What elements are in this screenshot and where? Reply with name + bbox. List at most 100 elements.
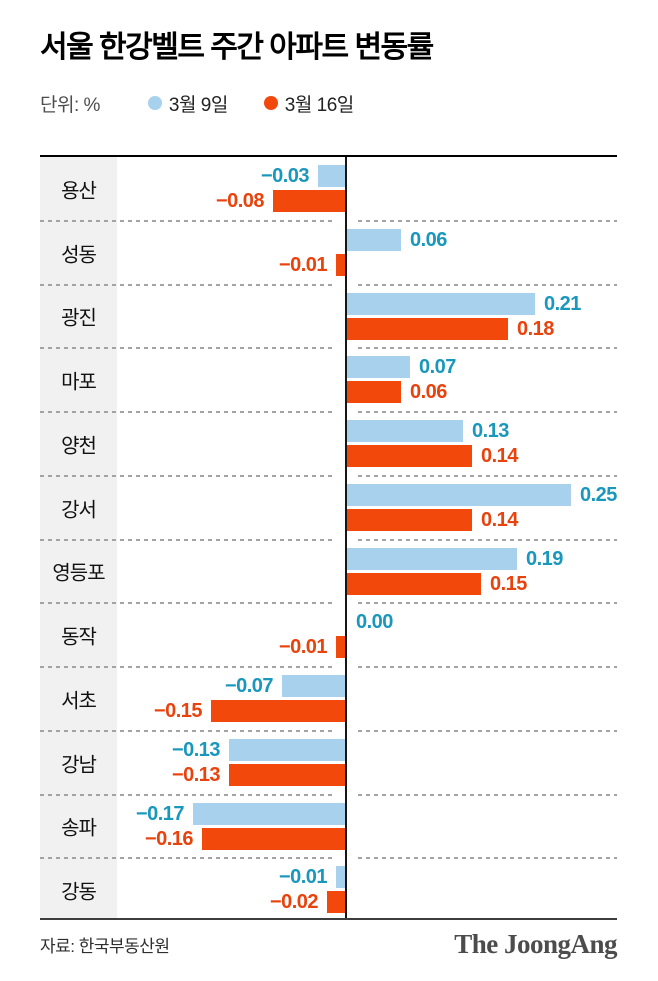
value-label-mar-16: −0.15 <box>153 700 203 722</box>
value-label-mar-16: −0.02 <box>269 891 319 914</box>
row-divider-right <box>358 857 617 860</box>
bar-mar-9 <box>347 483 571 506</box>
row-divider-left <box>40 219 333 222</box>
chart-row: 영등포 0.19 0.15 <box>40 540 617 605</box>
chart-row: 송파 −0.17 −0.16 <box>40 795 617 860</box>
unit-label: 단위: % <box>40 94 100 116</box>
bar-mar-16 <box>211 700 345 722</box>
category-label: 성동 <box>61 244 97 267</box>
value-label-mar-9: −0.17 <box>135 802 185 825</box>
value-label-mar-9: 0.25 <box>580 483 617 506</box>
row-divider-left <box>40 793 333 796</box>
bar-mar-16 <box>347 572 481 595</box>
bar-mar-9 <box>347 420 463 442</box>
value-label-mar-16: −0.08 <box>215 190 265 212</box>
bar-mar-16 <box>273 190 345 212</box>
row-divider-left <box>40 602 333 605</box>
row-divider-left <box>40 283 333 286</box>
joongang-logo: The JoongAng <box>454 929 617 959</box>
chart-row: 광진 0.21 0.18 <box>40 285 617 350</box>
bar-mar-9 <box>318 165 345 187</box>
row-divider-left <box>40 857 333 860</box>
row-divider-left <box>40 666 333 668</box>
category-label: 송파 <box>61 817 97 840</box>
category-label: 광진 <box>61 307 97 330</box>
chart-row: 강남 −0.13 −0.13 <box>40 731 617 796</box>
value-label-mar-16: 0.14 <box>481 445 518 467</box>
footer: 자료: 한국부동산원 The JoongAng <box>40 929 617 960</box>
bar-mar-16 <box>347 508 472 531</box>
value-label-mar-9: −0.01 <box>278 866 328 889</box>
row-divider-right <box>358 602 617 605</box>
category-label: 강남 <box>61 754 97 777</box>
source-note: 자료: 한국부동산원 <box>40 937 170 956</box>
legend-label-mar-16: 3월 16일 <box>284 94 354 116</box>
zero-axis-line <box>345 157 347 918</box>
bar-mar-9 <box>347 547 517 570</box>
row-divider-right <box>358 283 617 286</box>
value-label-mar-9: −0.03 <box>260 165 310 187</box>
legend-item-mar-16: 3월 16일 <box>263 90 354 117</box>
row-divider-right <box>358 538 617 541</box>
category-label: 용산 <box>61 180 97 203</box>
row-divider-right <box>358 729 617 732</box>
chart-row: 마포 0.07 0.06 <box>40 348 617 413</box>
category-label: 강동 <box>61 881 97 904</box>
legend-item-mar-9: 3월 9일 <box>147 90 228 117</box>
category-label: 서초 <box>61 690 97 713</box>
bar-mar-16 <box>327 891 345 914</box>
category-label: 강서 <box>61 499 97 522</box>
row-divider-right <box>358 411 617 413</box>
bar-mar-9 <box>229 738 345 761</box>
bar-mar-9 <box>336 866 345 889</box>
row-divider-left <box>40 538 333 541</box>
bar-mar-16 <box>202 827 345 850</box>
legend-label-mar-9: 3월 9일 <box>168 94 228 116</box>
value-label-mar-9: −0.07 <box>224 675 274 697</box>
bar-chart: 용산 −0.03 −0.08 성동 0.06 −0.01 광진 0.21 0.18 마포 0.07 0… <box>40 155 617 920</box>
value-label-mar-9: 0.21 <box>544 292 581 315</box>
bar-mar-16 <box>336 253 345 276</box>
value-label-mar-9: 0.19 <box>526 547 563 570</box>
value-label-mar-9: 0.06 <box>410 228 447 251</box>
chart-row: 성동 0.06 −0.01 <box>40 221 617 286</box>
chart-row: 서초 −0.07 −0.15 <box>40 667 617 732</box>
category-label: 영등포 <box>52 562 105 585</box>
page-title: 서울 한강벨트 주간 아파트 변동률 <box>40 31 434 64</box>
value-label-mar-16: −0.01 <box>278 636 328 659</box>
chart-row: 강서 0.25 0.14 <box>40 476 617 541</box>
value-label-mar-16: −0.16 <box>144 827 194 850</box>
row-divider-right <box>358 793 617 796</box>
bar-mar-16 <box>347 381 401 404</box>
legend: 단위: % 3월 9일 3월 16일 <box>40 88 658 118</box>
bar-mar-16 <box>229 763 345 786</box>
chart-row: 동작 0.00 −0.01 <box>40 603 617 668</box>
chart-row: 용산 −0.03 −0.08 <box>40 157 617 222</box>
legend-dot-blue-icon <box>147 96 162 110</box>
value-label-mar-9: 0.13 <box>472 420 509 442</box>
row-divider-right <box>358 666 617 668</box>
category-label: 양천 <box>61 435 97 458</box>
value-label-mar-16: 0.06 <box>410 381 447 404</box>
row-divider-left <box>40 474 333 477</box>
value-label-mar-16: 0.14 <box>481 508 518 531</box>
row-divider-left <box>40 729 333 732</box>
bar-mar-9 <box>347 228 401 251</box>
bar-mar-9 <box>347 292 535 315</box>
value-label-mar-9: 0.07 <box>419 356 456 379</box>
bar-mar-16 <box>336 636 345 659</box>
value-label-mar-16: −0.13 <box>171 763 221 786</box>
bar-mar-9 <box>347 356 410 379</box>
bar-mar-16 <box>347 317 508 340</box>
row-divider-left <box>40 411 333 413</box>
value-label-mar-16: 0.15 <box>490 572 527 595</box>
value-label-mar-9: 0.00 <box>356 611 393 634</box>
category-label: 동작 <box>61 626 97 649</box>
chart-row: 강동 −0.01 −0.02 <box>40 858 617 922</box>
value-label-mar-16: 0.18 <box>517 317 554 340</box>
value-label-mar-9: −0.13 <box>171 738 221 761</box>
row-divider-right <box>358 347 617 350</box>
row-divider-right <box>358 219 617 222</box>
bar-mar-9 <box>282 675 345 697</box>
